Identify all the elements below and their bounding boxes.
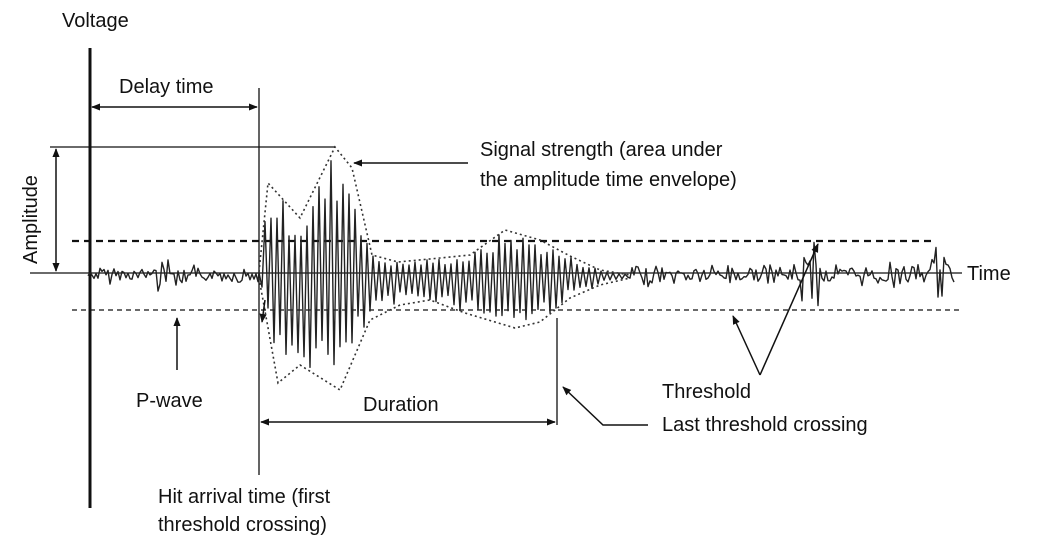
duration-label: Duration bbox=[363, 394, 439, 416]
threshold-label: Threshold bbox=[662, 381, 751, 403]
delay-time-label: Delay time bbox=[119, 76, 213, 98]
signal-strength-label-line1: Signal strength (area under bbox=[480, 139, 723, 161]
threshold-pointer-upper bbox=[759, 243, 819, 376]
threshold-pointer-lower bbox=[732, 315, 761, 376]
amplitude-label: Amplitude bbox=[20, 175, 42, 264]
last-crossing-pointer bbox=[562, 386, 648, 426]
waveform-trace bbox=[87, 160, 955, 368]
hit-arrival-pointer bbox=[259, 299, 267, 323]
time-label: Time bbox=[967, 263, 1011, 285]
amplitude-envelope-lower bbox=[258, 277, 631, 392]
hit-arrival-label-line1: Hit arrival time (first bbox=[158, 486, 331, 508]
amplitude-envelope bbox=[258, 145, 631, 276]
waveform-signal bbox=[87, 160, 955, 368]
signal-strength-label-line2: the amplitude time envelope) bbox=[480, 169, 737, 191]
voltage-label: Voltage bbox=[62, 10, 129, 32]
last-threshold-crossing-label: Last threshold crossing bbox=[662, 414, 868, 436]
hit-arrival-label-line2: threshold crossing) bbox=[158, 514, 327, 536]
p-wave-label: P-wave bbox=[136, 390, 203, 412]
